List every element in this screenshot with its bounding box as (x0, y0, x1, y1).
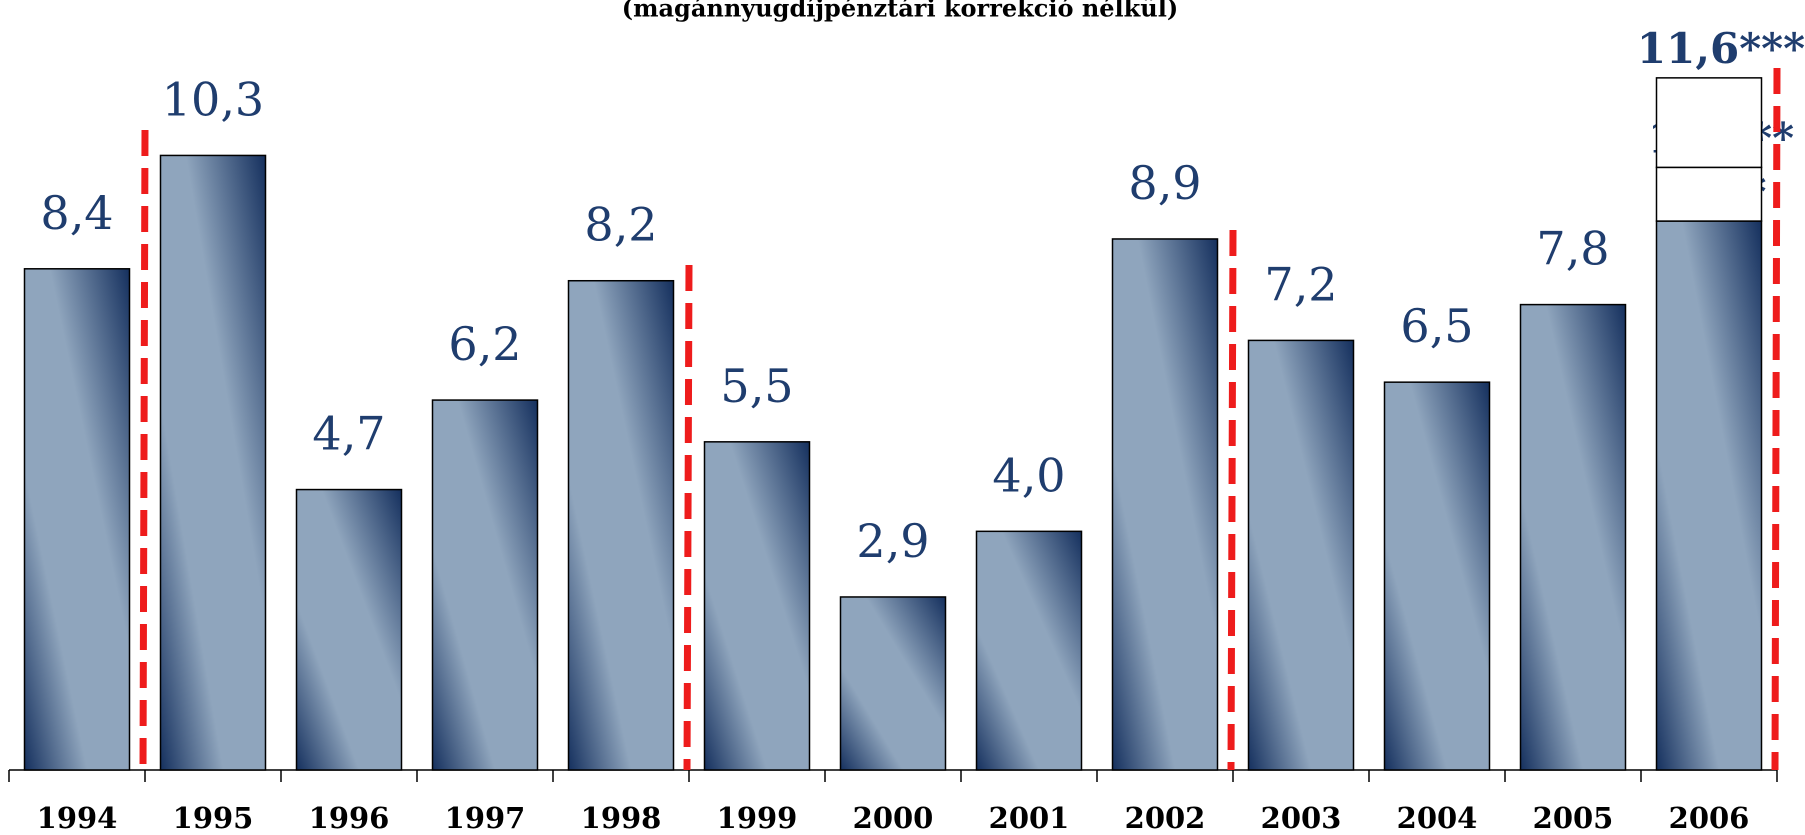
x-tick-label: 2002 (1125, 801, 1206, 835)
x-tick-label: 2005 (1533, 801, 1614, 835)
bar (1383, 381, 1491, 771)
bar (1655, 220, 1763, 771)
x-tick-label: 2004 (1397, 801, 1478, 835)
value-label: 7,2 (1264, 257, 1337, 311)
bar (567, 279, 675, 771)
x-tick-label: 2000 (853, 801, 934, 835)
value-label: 2,9 (856, 514, 929, 568)
estimate-box (1655, 166, 1763, 222)
estimate-box (1655, 77, 1763, 169)
value-label: 4,0 (992, 448, 1065, 502)
bar (295, 488, 403, 771)
estimate-label: 11,6*** (1637, 24, 1805, 73)
value-label: 8,2 (584, 198, 657, 252)
x-tick-label: 2001 (989, 801, 1070, 835)
x-tick-label: 1996 (309, 801, 390, 835)
x-tick-label: 2006 (1669, 801, 1750, 835)
bar (839, 596, 947, 771)
bar (975, 530, 1083, 771)
value-label: 10,3 (162, 72, 264, 126)
bar (159, 154, 267, 771)
bar (431, 399, 539, 771)
x-tick-label: 1994 (37, 801, 118, 835)
separator (139, 129, 149, 771)
bar (1111, 238, 1219, 771)
value-label: 5,5 (720, 359, 793, 413)
value-label: 8,9 (1128, 156, 1201, 210)
x-tick-label: 1998 (581, 801, 662, 835)
bar (1519, 303, 1627, 771)
x-tick-label: 1995 (173, 801, 254, 835)
bar (1247, 339, 1355, 771)
bar (23, 268, 131, 771)
separator (1771, 67, 1781, 771)
value-label: 8,4 (40, 186, 113, 240)
value-label: 7,8 (1536, 222, 1609, 276)
bar (703, 441, 811, 771)
chart-title: (magánnyugdíjpénztári korrekció nélkül) (622, 0, 1178, 23)
value-label: 6,5 (1400, 299, 1473, 353)
value-label: 6,2 (448, 317, 521, 371)
x-tick-label: 2003 (1261, 801, 1342, 835)
x-tick-label: 1999 (717, 801, 798, 835)
x-tick-label: 1997 (445, 801, 526, 835)
value-label: 4,7 (312, 407, 385, 461)
separator (683, 264, 693, 771)
separator (1227, 229, 1237, 771)
